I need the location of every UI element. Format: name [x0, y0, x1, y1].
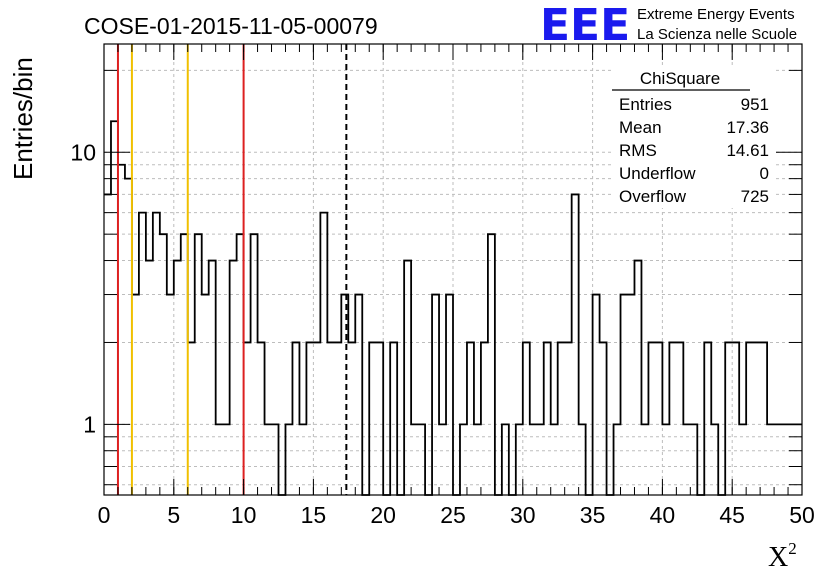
- eee-logo-mark: EEE: [540, 0, 630, 51]
- histogram: [104, 120, 802, 496]
- stats-label: Entries: [619, 95, 672, 114]
- stats-label: Mean: [619, 118, 662, 137]
- x-tick-label: 0: [98, 502, 111, 528]
- x-tick-label: 35: [580, 502, 606, 528]
- stats-value: 725: [741, 187, 769, 206]
- stats-value: 14.61: [726, 141, 769, 160]
- logo-line2: La Scienza nelle Scuole: [637, 26, 797, 43]
- y-tick-label: 1: [83, 411, 96, 437]
- y-tick-label: 10: [70, 139, 96, 165]
- stats-label: Underflow: [619, 164, 696, 183]
- stats-label: RMS: [619, 141, 657, 160]
- stats-box-bg: [612, 68, 774, 208]
- x-tick-label: 10: [231, 502, 257, 528]
- x-axis-label: X2: [768, 539, 797, 572]
- tick-labels: 0 5 10 15 20 25 30 35 40 45 50 1 10: [70, 139, 814, 528]
- logo-line1: Extreme Energy Events: [637, 6, 795, 23]
- x-tick-label: 20: [370, 502, 396, 528]
- eee-logo: EEE Extreme Energy Events La Scienza nel…: [540, 0, 797, 51]
- x-tick-label: 45: [719, 502, 745, 528]
- histogram-line: [104, 120, 802, 496]
- chart-title: COSE-01-2015-11-05-00079: [84, 13, 378, 39]
- stats-value: 951: [741, 95, 769, 114]
- x-tick-label: 25: [440, 502, 466, 528]
- stats-value: 0: [760, 164, 769, 183]
- y-axis-label: Entries/bin: [8, 57, 38, 180]
- reference-lines: [116, 44, 348, 495]
- axis-ticks: [103, 44, 803, 495]
- x-tick-label: 50: [789, 502, 815, 528]
- x-tick-label: 40: [650, 502, 676, 528]
- x-tick-label: 5: [167, 502, 180, 528]
- stats-title: ChiSquare: [640, 69, 720, 88]
- stats-value: 17.36: [726, 118, 769, 137]
- stats-box: ChiSquare Entries 951 Mean 17.36 RMS 14.61 Und…: [612, 68, 774, 208]
- x-tick-label: 30: [510, 502, 536, 528]
- x-tick-label: 15: [301, 502, 327, 528]
- stats-label: Overflow: [619, 187, 687, 206]
